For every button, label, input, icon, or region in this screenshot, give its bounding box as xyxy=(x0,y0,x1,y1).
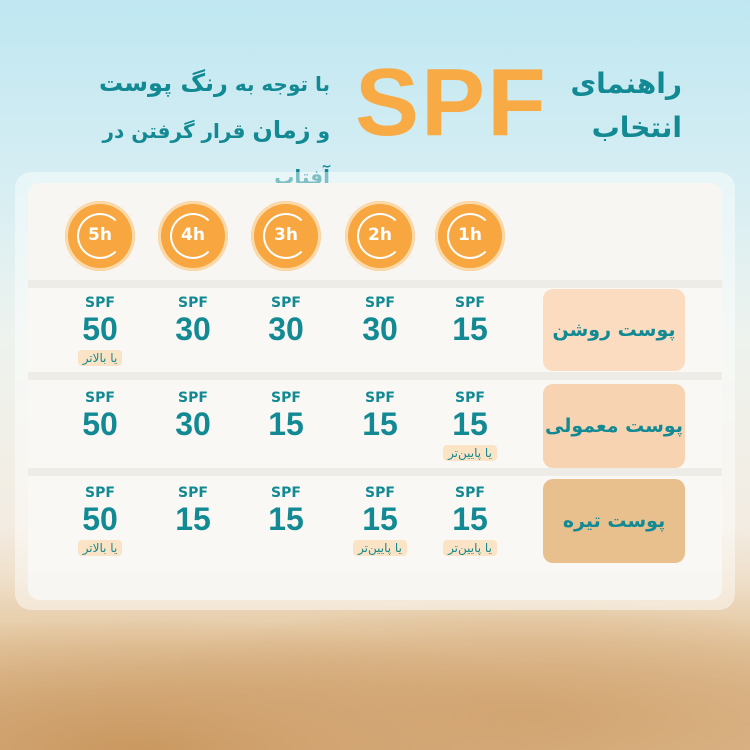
subtitle-emphasis: زمان xyxy=(252,116,311,144)
hour-label: 1h xyxy=(458,225,482,245)
spf-value: 15 xyxy=(362,406,398,442)
spf-value: 15 xyxy=(268,501,304,537)
clock-arrow-icon xyxy=(77,213,123,259)
skin-type-label: پوست روشن xyxy=(543,289,685,371)
spf-cell: SPF 15 xyxy=(148,485,238,537)
spf-prefix: SPF xyxy=(271,390,301,406)
spf-cell: SPF 15 یا پایین‌تر xyxy=(335,485,425,556)
spf-note: یا پایین‌تر xyxy=(443,445,497,461)
spf-value: 30 xyxy=(175,406,211,442)
spf-prefix: SPF xyxy=(271,295,301,311)
spf-cell: SPF 15 xyxy=(241,485,331,537)
spf-note: یا پایین‌تر xyxy=(443,540,497,556)
hour-label: 3h xyxy=(274,225,298,245)
hour-label: 2h xyxy=(368,225,392,245)
spf-value: 30 xyxy=(175,311,211,347)
spf-cell: SPF 15 xyxy=(425,295,515,347)
spf-value: 15 xyxy=(452,406,488,442)
clock-arrow-icon xyxy=(447,213,493,259)
spf-value: 15 xyxy=(268,406,304,442)
spf-prefix: SPF xyxy=(455,295,485,311)
spf-prefix: SPF xyxy=(455,390,485,406)
spf-prefix: SPF xyxy=(365,295,395,311)
hour-badge: 4h xyxy=(158,201,228,271)
spf-prefix: SPF xyxy=(178,485,208,501)
spf-prefix: SPF xyxy=(85,295,115,311)
subtitle-emphasis: رنگ پوست xyxy=(99,69,228,97)
spf-note: یا بالاتر xyxy=(77,350,123,366)
spf-prefix: SPF xyxy=(365,485,395,501)
spf-value: 15 xyxy=(175,501,211,537)
spf-prefix: SPF xyxy=(178,295,208,311)
spf-note: یا پایین‌تر xyxy=(353,540,407,556)
spf-cell: SPF 30 xyxy=(335,295,425,347)
spf-prefix: SPF xyxy=(85,390,115,406)
skin-type-label: پوست تیره xyxy=(543,479,685,563)
spf-heading: SPF xyxy=(355,49,548,156)
spf-cell: SPF 30 xyxy=(148,295,238,347)
spf-cell: SPF 30 xyxy=(241,295,331,347)
spf-cell: SPF 30 xyxy=(148,390,238,442)
title-line-2: انتخاب xyxy=(591,111,682,144)
main-title: راهنمای انتخاب xyxy=(552,62,682,150)
spf-cell: SPF 50 xyxy=(55,390,145,442)
spf-prefix: SPF xyxy=(85,485,115,501)
spf-note: یا بالاتر xyxy=(77,540,123,556)
sand-background xyxy=(0,580,750,750)
spf-value: 50 xyxy=(82,311,118,347)
hour-badge: 1h xyxy=(435,201,505,271)
title-line-1: راهنمای xyxy=(570,67,682,100)
spf-cell: SPF 15 یا پایین‌تر xyxy=(425,390,515,461)
spf-cell: SPF 50 یا بالاتر xyxy=(55,295,145,366)
spf-prefix: SPF xyxy=(271,485,301,501)
hour-label: 4h xyxy=(181,225,205,245)
hour-badge: 3h xyxy=(251,201,321,271)
spf-value: 15 xyxy=(452,311,488,347)
hour-label: 5h xyxy=(88,225,112,245)
skin-type-label: پوست معمولی xyxy=(543,384,685,468)
spf-cell: SPF 15 xyxy=(241,390,331,442)
hour-badge: 5h xyxy=(65,201,135,271)
spf-value: 50 xyxy=(82,501,118,537)
spf-value: 30 xyxy=(268,311,304,347)
subtitle-text: با توجه به xyxy=(234,72,330,96)
spf-cell: SPF 15 یا پایین‌تر xyxy=(425,485,515,556)
clock-arrow-icon xyxy=(263,213,309,259)
spf-prefix: SPF xyxy=(455,485,485,501)
spf-value: 15 xyxy=(362,501,398,537)
spf-prefix: SPF xyxy=(365,390,395,406)
hour-badge: 2h xyxy=(345,201,415,271)
spf-cell: SPF 15 xyxy=(335,390,425,442)
spf-cell: SPF 50 یا بالاتر xyxy=(55,485,145,556)
spf-prefix: SPF xyxy=(178,390,208,406)
spf-value: 30 xyxy=(362,311,398,347)
clock-arrow-icon xyxy=(357,213,403,259)
clock-arrow-icon xyxy=(170,213,216,259)
spf-value: 50 xyxy=(82,406,118,442)
spf-value: 15 xyxy=(452,501,488,537)
subtitle-text: و xyxy=(317,119,330,143)
